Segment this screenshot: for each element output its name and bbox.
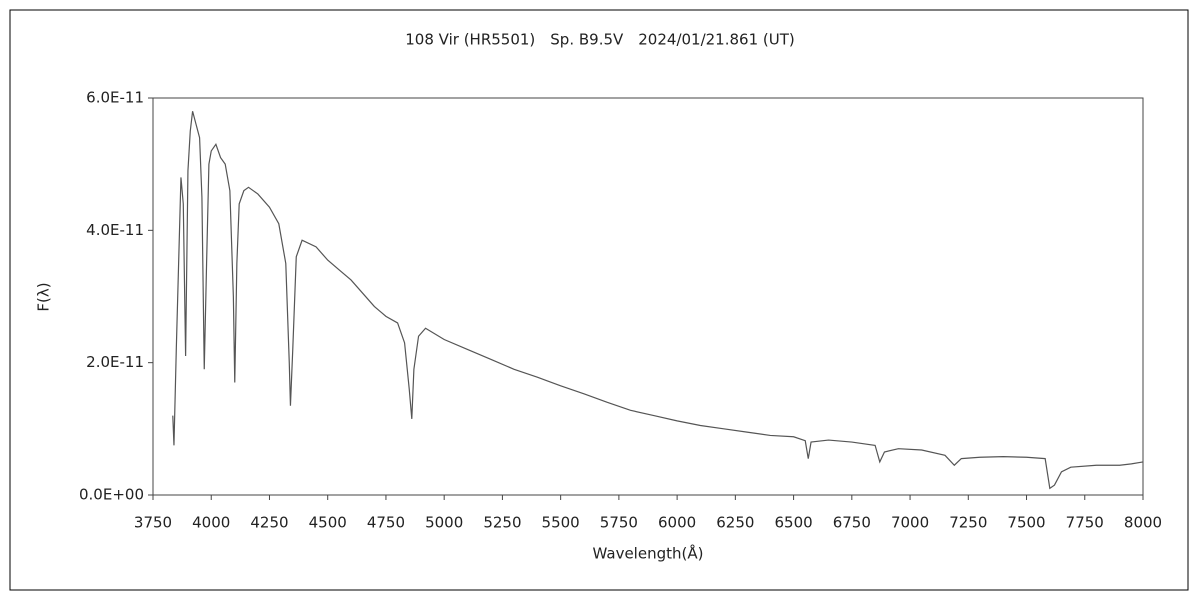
x-tick-label: 5250	[483, 514, 521, 532]
x-tick-label: 5500	[542, 514, 580, 532]
x-tick-label: 7250	[949, 514, 987, 532]
x-tick-label: 6500	[774, 514, 812, 532]
y-axis-label: F(λ)	[35, 282, 53, 311]
x-tick-label: 5750	[600, 514, 638, 532]
plot-frame	[152, 97, 1144, 496]
y-tick-label: 4.0E-11	[86, 221, 144, 239]
x-tick-label: 5000	[425, 514, 463, 532]
spectrum-line	[172, 111, 1144, 490]
y-tick-label: 2.0E-11	[86, 353, 144, 371]
x-tick-label: 8000	[1124, 514, 1162, 532]
y-tick-label: 0.0E+00	[79, 486, 144, 504]
x-tick-label: 6250	[716, 514, 754, 532]
x-tick-label: 7000	[891, 514, 929, 532]
x-tick-label: 4750	[367, 514, 405, 532]
x-axis-label: Wavelength(Å)	[593, 544, 704, 563]
y-tick-label: 6.0E-11	[86, 89, 144, 107]
x-tick-label: 6750	[833, 514, 871, 532]
x-tick-label: 7750	[1066, 514, 1104, 532]
x-tick-label: 7500	[1007, 514, 1045, 532]
x-tick-label: 4000	[192, 514, 230, 532]
chart-title: 108 Vir (HR5501) Sp. B9.5V 2024/01/21.86…	[405, 31, 794, 49]
x-tick-label: 4250	[250, 514, 288, 532]
x-tick-label: 6000	[658, 514, 696, 532]
x-tick-label: 3750	[134, 514, 172, 532]
x-tick-label: 4500	[309, 514, 347, 532]
